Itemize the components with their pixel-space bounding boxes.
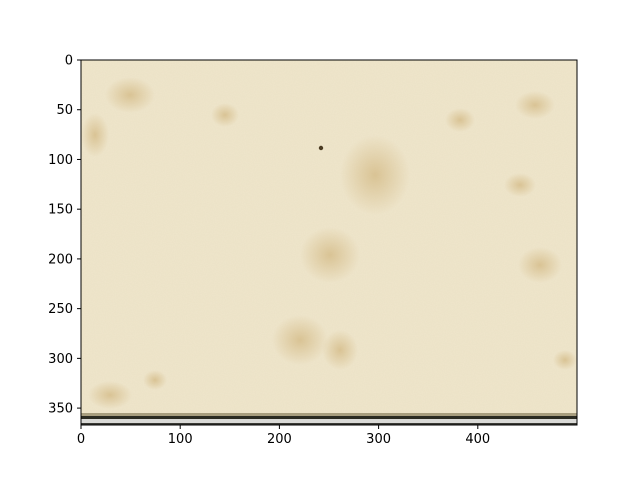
foxing-stains: [81, 77, 577, 409]
y-tick-label: 300: [48, 352, 73, 367]
dark-speck: [318, 145, 324, 151]
y-tick-label: 50: [56, 103, 73, 118]
y-tick-label: 350: [48, 402, 73, 417]
x-tick-label: 100: [168, 432, 193, 447]
x-tick-label: 400: [465, 432, 490, 447]
bottom-dark-line-2: [81, 423, 577, 425]
bottom-light-strip: [81, 419, 577, 423]
bottom-dark-line: [81, 416, 577, 419]
y-tick-label: 250: [48, 302, 73, 317]
y-tick-label: 100: [48, 153, 73, 168]
axes-frame: [80, 59, 578, 426]
x-tick-label: 300: [366, 432, 391, 447]
x-tick-label: 200: [267, 432, 292, 447]
y-tick-label: 0: [65, 54, 73, 69]
x-tick-label: 0: [77, 432, 85, 447]
y-tick-label: 150: [48, 203, 73, 218]
bottom-edge-shadow: [81, 413, 577, 417]
x-axis-ticks: 0 100 200 300 400: [77, 425, 490, 447]
y-tick-label: 200: [48, 252, 73, 267]
paper-image: [81, 60, 577, 425]
y-axis-ticks: 0 50 100 150 200 250 300 350: [48, 54, 81, 417]
